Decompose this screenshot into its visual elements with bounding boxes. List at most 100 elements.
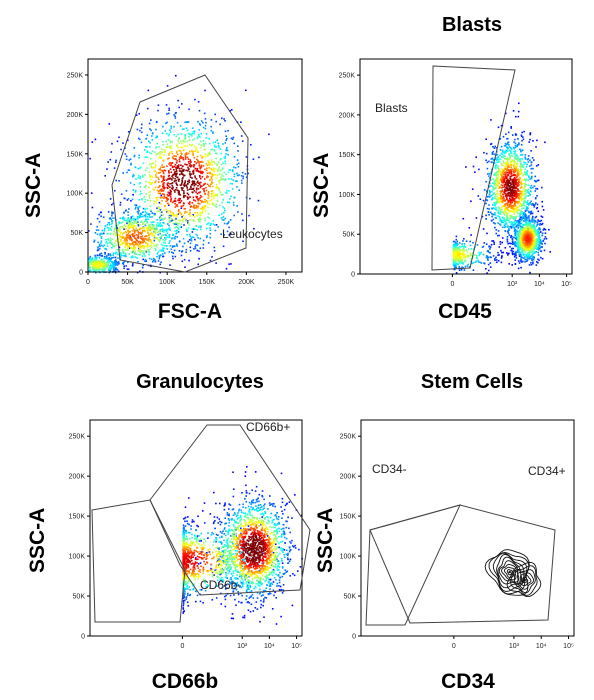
data-point — [191, 231, 194, 233]
data-point — [124, 230, 127, 233]
data-point — [529, 178, 531, 180]
data-point — [215, 206, 218, 208]
data-point — [192, 214, 194, 216]
data-point — [150, 246, 153, 249]
data-point — [200, 144, 203, 147]
data-point — [188, 224, 190, 226]
data-point — [498, 201, 501, 204]
data-point — [162, 193, 164, 195]
data-point — [169, 229, 171, 231]
data-point — [112, 202, 115, 205]
data-point — [537, 254, 540, 256]
data-point — [470, 248, 472, 250]
data-point — [102, 262, 105, 265]
data-point — [453, 264, 456, 266]
data-point — [196, 214, 198, 217]
data-point — [162, 247, 164, 249]
data-point — [136, 236, 139, 239]
data-point — [452, 246, 455, 248]
data-point — [147, 239, 149, 241]
data-point — [513, 157, 516, 160]
data-point — [537, 248, 539, 250]
data-point — [138, 216, 141, 219]
data-point — [139, 215, 142, 218]
data-point — [527, 195, 529, 197]
data-point — [215, 120, 217, 123]
data-point — [229, 198, 231, 200]
data-point — [223, 118, 225, 120]
x-tick-label: 150K — [199, 279, 216, 286]
data-point — [538, 232, 540, 235]
data-point — [497, 209, 499, 212]
data-point — [514, 224, 516, 226]
data-point — [118, 229, 120, 232]
data-point — [231, 188, 234, 190]
data-point — [535, 251, 537, 253]
data-point — [162, 244, 164, 247]
data-point — [531, 239, 534, 242]
data-point — [152, 260, 154, 263]
data-point — [512, 209, 515, 212]
data-point — [100, 252, 103, 255]
data-point — [505, 173, 507, 176]
data-point — [219, 181, 221, 184]
data-point — [104, 251, 106, 254]
data-point — [543, 238, 546, 240]
data-point — [131, 215, 134, 218]
data-point — [225, 148, 228, 151]
data-point — [169, 162, 171, 164]
data-point — [112, 270, 115, 273]
data-point — [176, 153, 179, 156]
data-point — [463, 257, 465, 259]
data-point — [98, 220, 101, 223]
data-point — [126, 221, 128, 223]
data-point — [181, 103, 183, 105]
data-point — [121, 221, 124, 224]
data-point — [183, 182, 186, 185]
data-point — [124, 242, 127, 244]
data-point — [142, 221, 144, 224]
data-point — [100, 232, 102, 235]
data-point — [492, 240, 495, 242]
data-point — [496, 180, 499, 182]
data-point — [177, 167, 180, 169]
data-point — [526, 224, 528, 227]
data-point — [190, 165, 192, 168]
data-point — [498, 168, 500, 171]
data-point — [182, 214, 185, 217]
data-point — [129, 158, 132, 160]
data-point — [476, 244, 479, 246]
data-point — [529, 271, 531, 274]
data-point — [204, 168, 206, 171]
data-point — [116, 227, 118, 229]
data-point — [507, 169, 509, 171]
data-point — [495, 176, 498, 179]
data-point — [237, 211, 239, 213]
data-point — [194, 130, 196, 133]
data-point — [178, 190, 180, 192]
data-point — [514, 203, 516, 206]
data-point — [133, 236, 135, 238]
gates: Leukocytes — [111, 74, 283, 273]
data-point — [109, 253, 112, 255]
data-point — [181, 181, 184, 183]
data-point — [184, 135, 186, 137]
data-point — [535, 238, 538, 241]
data-point — [531, 250, 534, 252]
data-point — [470, 234, 472, 236]
data-point — [464, 259, 467, 261]
data-point — [493, 162, 496, 164]
data-point — [528, 235, 531, 238]
data-point — [499, 212, 502, 214]
data-point — [133, 222, 135, 225]
data-point — [156, 225, 158, 227]
data-point — [97, 248, 99, 250]
data-point — [211, 178, 213, 181]
data-point — [502, 160, 505, 162]
data-point — [247, 172, 249, 175]
data-point — [516, 224, 519, 226]
data-point — [169, 189, 171, 192]
data-point — [173, 223, 176, 225]
data-point — [481, 246, 484, 248]
data-point — [191, 191, 194, 193]
